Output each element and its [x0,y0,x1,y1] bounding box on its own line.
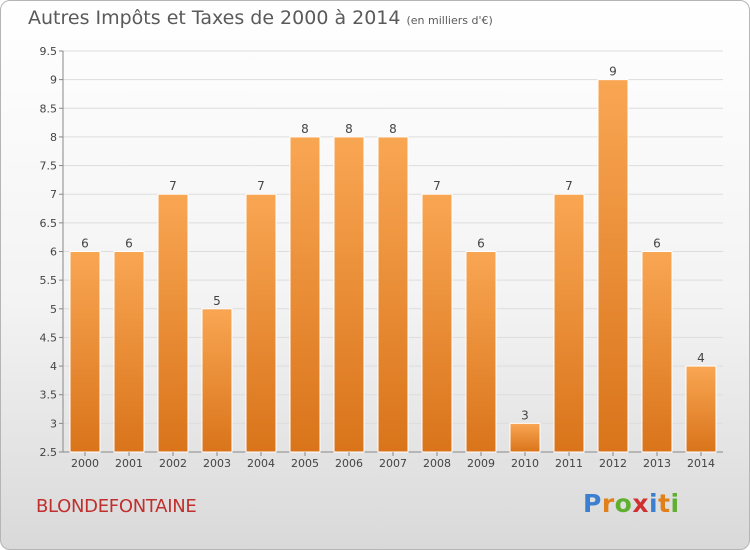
x-tick-label: 2007 [379,457,407,470]
bar [333,136,365,453]
bar-value-label: 4 [697,351,705,365]
bar [685,365,717,453]
y-tick-label: 7 [50,188,57,201]
bar-value-label: 7 [433,179,441,193]
x-tick-label: 2001 [115,457,143,470]
x-tick-label: 2010 [511,457,539,470]
y-tick-label: 2.5 [40,446,58,459]
y-tick-label: 7.5 [40,160,58,173]
logo-letter: i [649,489,659,518]
bar [69,251,101,453]
logo-letter: x [632,489,649,518]
bar [157,193,189,453]
logo-letter: i [670,489,680,518]
bar [201,308,233,453]
bar-value-label: 9 [609,65,617,79]
chart-title: Autres Impôts et Taxes de 2000 à 2014 (en… [28,7,493,29]
y-tick-label: 5 [50,303,57,316]
unit-label: (en milliers d'€) [406,14,493,27]
y-tick-label: 6 [50,246,57,259]
bar-value-label: 6 [477,237,485,251]
y-tick-label: 3.5 [40,389,58,402]
bar-value-label: 7 [169,179,177,193]
y-tick-label: 4.5 [40,331,58,344]
logo-letter: P [583,489,602,518]
bar-value-label: 8 [345,122,353,136]
bar [465,251,497,453]
bar-value-label: 8 [389,122,397,136]
y-tick-label: 9.5 [40,45,58,58]
y-tick-label: 9 [50,74,57,87]
x-tick-label: 2004 [247,457,275,470]
x-tick-label: 2005 [291,457,319,470]
x-tick-label: 2012 [599,457,627,470]
x-tick-label: 2008 [423,457,451,470]
bar-value-label: 7 [565,179,573,193]
x-tick-label: 2000 [71,457,99,470]
y-tick-label: 4 [50,360,57,373]
logo-letter: o [614,489,633,518]
bar [421,193,453,453]
bar [245,193,277,453]
bar [553,193,585,453]
bar [289,136,321,453]
x-tick-label: 2006 [335,457,363,470]
bar [597,79,629,453]
y-tick-label: 3 [50,417,57,430]
x-tick-label: 2014 [687,457,715,470]
proxiti-logo[interactable]: Proxiti [583,489,680,518]
y-tick-label: 8 [50,131,57,144]
bar [509,422,541,453]
bar-value-label: 6 [81,237,89,251]
bar [113,251,145,453]
x-tick-label: 2013 [643,457,671,470]
x-tick-label: 2003 [203,457,231,470]
x-tick-label: 2009 [467,457,495,470]
y-tick-label: 6.5 [40,217,58,230]
bar-value-label: 3 [521,408,529,422]
y-tick-label: 5.5 [40,274,58,287]
bar-value-label: 5 [213,294,221,308]
bar-value-label: 8 [301,122,309,136]
x-tick-label: 2011 [555,457,583,470]
bar [377,136,409,453]
logo-letter: r [601,489,615,518]
y-tick-label: 8.5 [40,102,58,115]
logo-letter: t [658,489,671,518]
bar-value-label: 6 [653,237,661,251]
title-text: Autres Impôts et Taxes de 2000 à 2014 [28,7,401,29]
bar-value-label: 6 [125,237,133,251]
bar [641,251,673,453]
bar-value-label: 7 [257,179,265,193]
commune-name: BLONDEFONTAINE [36,496,197,517]
x-tick-label: 2002 [159,457,187,470]
